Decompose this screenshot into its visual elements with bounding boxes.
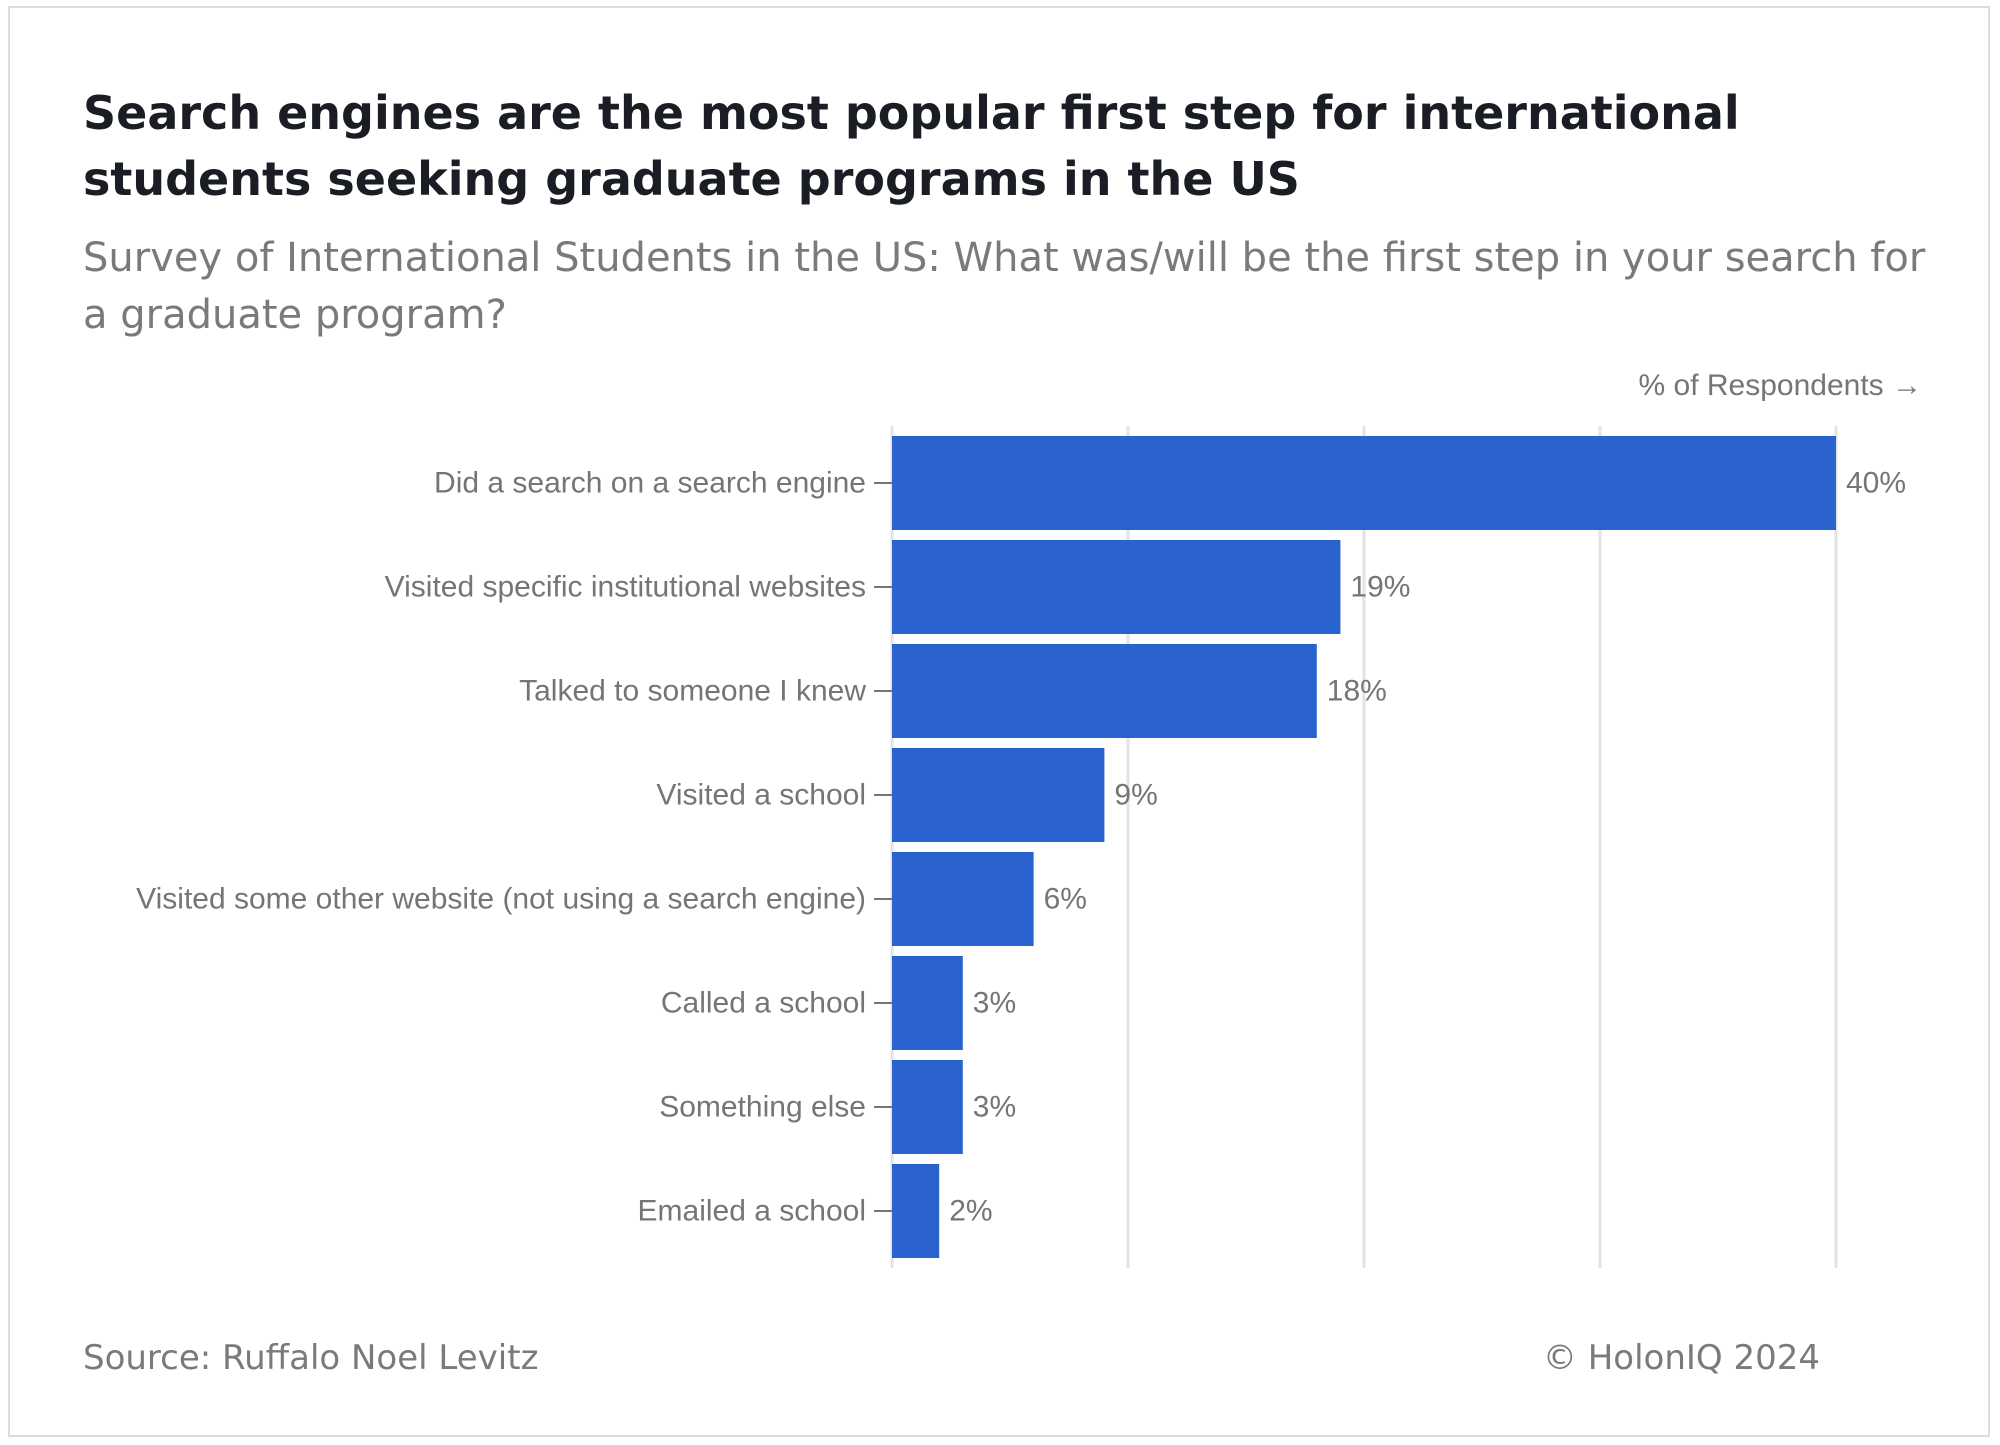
value-label: 3%: [973, 987, 1016, 1020]
chart-card: Search engines are the most popular firs…: [8, 6, 1990, 1437]
copyright-note: © HolonIQ 2024: [1542, 1338, 1820, 1378]
bars: [892, 436, 1836, 1258]
value-label: 19%: [1350, 571, 1410, 604]
chart-subtitle: Survey of International Students in the …: [83, 235, 1926, 338]
x-axis-title: % of Respondents →: [1639, 369, 1923, 402]
category-label: Talked to someone I knew: [519, 675, 866, 708]
bar-chart: Did a search on a search engine 40% Visite…: [136, 369, 1923, 1268]
value-label: 6%: [1044, 883, 1087, 916]
source-note: Source: Ruffalo Noel Levitz: [83, 1338, 539, 1378]
category-label: Called a school: [661, 987, 866, 1020]
bar: [892, 748, 1105, 842]
bar: [892, 852, 1034, 946]
chart-title: Search engines are the most popular firs…: [83, 86, 1740, 206]
category-label: Did a search on a search engine: [434, 467, 866, 500]
value-label: 3%: [973, 1091, 1016, 1124]
bar: [892, 540, 1341, 634]
category-label: Visited a school: [656, 779, 866, 812]
category-label: Something else: [659, 1091, 866, 1124]
category-label: Visited some other website (not using a …: [136, 883, 866, 916]
bar: [892, 1060, 963, 1154]
category-label: Emailed a school: [638, 1195, 866, 1228]
value-label: 9%: [1114, 779, 1157, 812]
value-label: 40%: [1846, 467, 1906, 500]
value-label: 18%: [1327, 675, 1387, 708]
bar: [892, 1164, 940, 1258]
bar: [892, 436, 1836, 530]
value-label: 2%: [949, 1195, 992, 1228]
labels: Did a search on a search engine 40% Visite…: [136, 467, 1906, 1228]
category-label: Visited specific institutional websites: [385, 571, 866, 604]
bar: [892, 644, 1317, 738]
bar: [892, 956, 963, 1050]
